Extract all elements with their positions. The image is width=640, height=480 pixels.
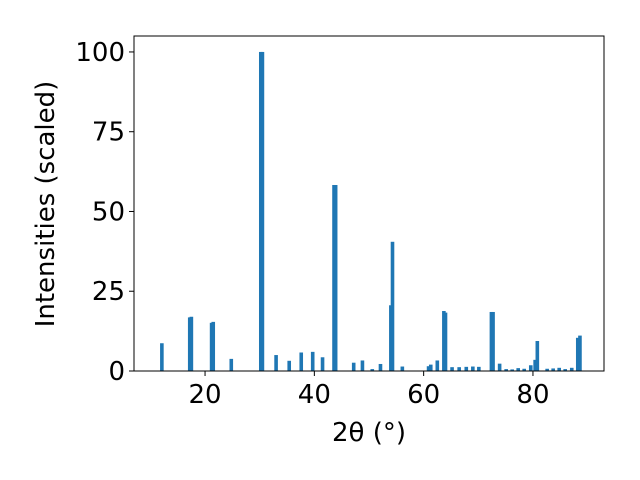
bar xyxy=(557,367,561,371)
bar xyxy=(477,366,481,371)
bar xyxy=(435,360,440,371)
bar xyxy=(299,352,304,371)
bar xyxy=(575,337,580,371)
bars-group xyxy=(160,51,582,371)
y-tick-label: 25 xyxy=(92,277,125,307)
bar xyxy=(510,369,514,371)
x-tick-label: 80 xyxy=(516,380,549,410)
bar xyxy=(464,366,469,371)
plot-frame xyxy=(133,35,605,372)
bar xyxy=(471,366,475,371)
bar xyxy=(390,241,395,371)
bar xyxy=(443,312,448,371)
bar xyxy=(370,369,375,371)
bar xyxy=(522,368,527,371)
y-tick-label: 50 xyxy=(92,197,125,227)
bar xyxy=(457,367,461,371)
bar xyxy=(260,51,265,371)
bar xyxy=(563,369,567,371)
bar xyxy=(504,369,508,371)
bar xyxy=(569,367,574,371)
bar xyxy=(229,358,234,371)
bar xyxy=(400,366,405,371)
bar xyxy=(497,363,502,371)
bar xyxy=(545,368,549,371)
x-tick-label: 60 xyxy=(407,380,440,410)
bar xyxy=(211,321,216,371)
bar xyxy=(426,366,431,371)
bar xyxy=(274,355,278,371)
bar xyxy=(528,365,533,371)
x-axis-label: 2θ (°) xyxy=(332,418,406,448)
bar xyxy=(578,335,582,371)
bar xyxy=(351,362,356,371)
bar xyxy=(320,357,325,371)
x-tick-label: 40 xyxy=(298,380,331,410)
bar xyxy=(491,311,495,371)
bar xyxy=(378,363,383,371)
y-axis-ticks: 0 25 50 75 100 xyxy=(75,38,134,387)
bar xyxy=(287,360,292,371)
bar xyxy=(533,359,537,371)
bar xyxy=(428,364,433,371)
y-tick-label: 100 xyxy=(75,38,125,68)
x-axis-ticks: 20 40 60 80 xyxy=(188,371,550,410)
y-tick-label: 75 xyxy=(92,118,125,148)
bar xyxy=(360,360,365,371)
bar xyxy=(333,185,338,371)
bar xyxy=(516,368,520,371)
bar xyxy=(551,368,555,371)
y-tick-label: 0 xyxy=(108,357,125,387)
bar xyxy=(535,341,540,371)
x-tick-label: 20 xyxy=(188,380,221,410)
bar xyxy=(450,367,454,371)
bar xyxy=(310,351,315,371)
y-axis-label: Intensities (scaled) xyxy=(31,81,61,328)
bar xyxy=(160,343,164,371)
bar xyxy=(189,316,194,371)
